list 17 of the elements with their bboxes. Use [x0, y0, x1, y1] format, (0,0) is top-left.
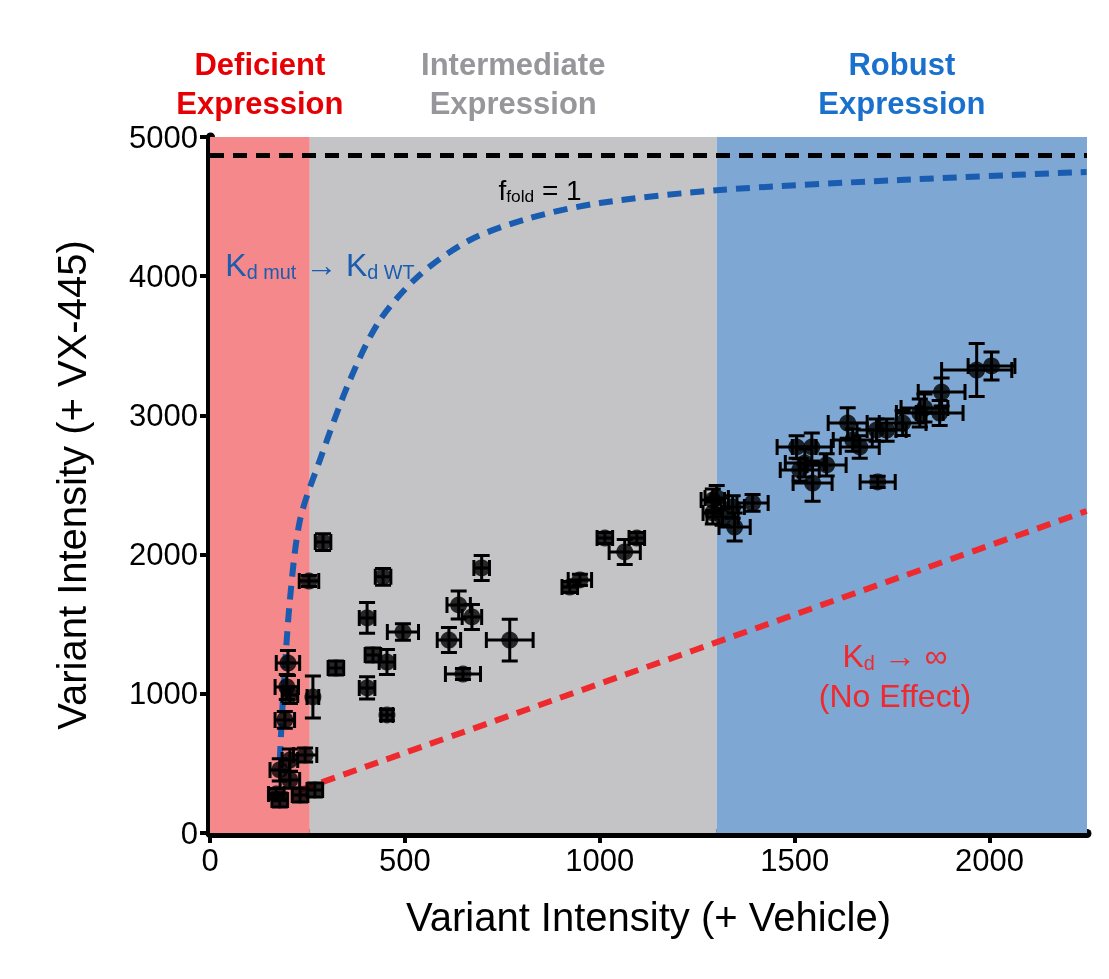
y-tick-label: 4000: [129, 258, 198, 294]
x-tick-label: 1500: [760, 843, 830, 878]
band-label: Intermediate Expression: [421, 47, 606, 122]
y-tick-label: 1000: [129, 676, 198, 712]
annotation: Kd → ∞ (No Effect): [818, 638, 972, 714]
y-tick-label: 3000: [129, 397, 198, 433]
x-tick-label: 2000: [955, 843, 1025, 878]
x-axis-title: Variant Intensity (+ Vehicle): [405, 895, 892, 939]
y-tick-label: 2000: [129, 537, 198, 573]
band-label: Robust Expression: [818, 47, 986, 122]
y-tick-label: 5000: [129, 119, 198, 155]
x-tick-label: 500: [379, 843, 431, 878]
band-label: Deficient Expression: [176, 47, 344, 122]
annotation: Kd mut → Kd WT: [225, 247, 415, 284]
x-tick-label: 1000: [565, 843, 635, 878]
y-axis-title: Variant Intensity (+ VX-445): [50, 240, 94, 730]
y-tick-label: 0: [180, 815, 198, 851]
